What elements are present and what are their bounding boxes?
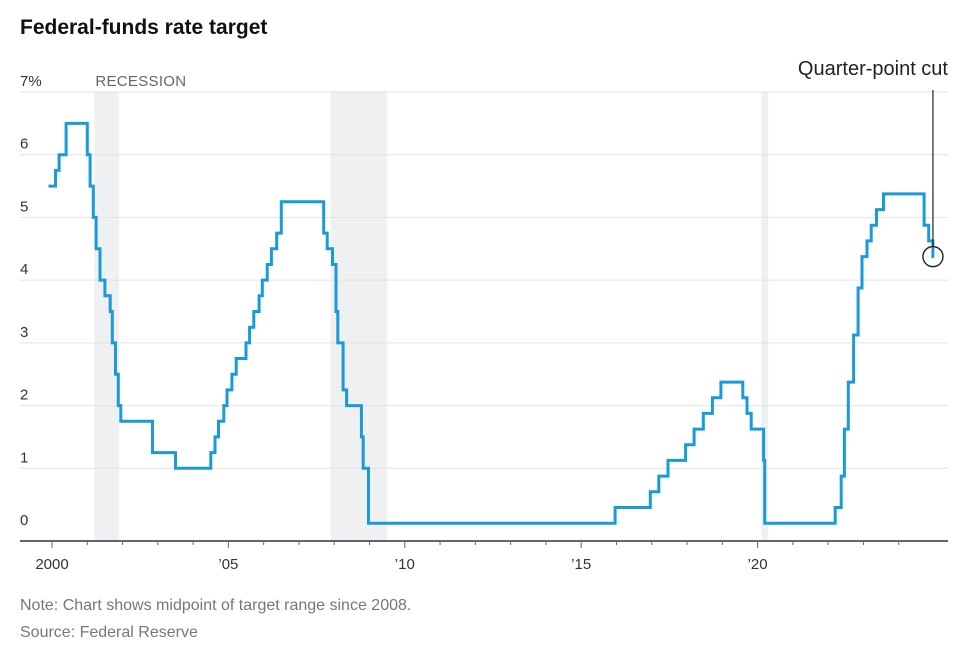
x-tick-label: ’05 [218,556,238,573]
x-tick-label: ’20 [748,556,768,573]
chart-title: Federal-funds rate target [20,16,268,39]
annotation-label: Quarter-point cut [798,58,949,80]
x-tick-labels: 2000 ’05 ’10 ’15 ’20 [35,556,767,573]
y-tick-labels: 0 1 2 3 4 5 6 7% [20,73,42,529]
recession-band [330,92,388,541]
x-tick-label: 2000 [35,556,68,573]
chart-source: Source: Federal Reserve [20,624,198,641]
y-tick-label: 3 [20,324,28,341]
y-tick-label: 6 [20,136,28,153]
recession-band [94,92,120,541]
series-layer [48,121,935,525]
annotation-circle [922,245,944,268]
recession-label: RECESSION [95,73,186,90]
x-tick-label: ’10 [395,556,415,573]
grid-lines [20,91,948,469]
y-tick-label: 1 [20,449,28,466]
chart-note: Note: Chart shows midpoint of target ran… [20,597,412,614]
recession-band [761,92,769,541]
y-tick-label: 2 [20,387,28,404]
y-tick-label: 4 [20,261,28,278]
x-axis [20,540,948,548]
y-tick-label: 5 [20,198,28,215]
y-tick-label: 7% [20,73,42,90]
y-tick-label: 0 [20,512,28,529]
annotation-layer: Quarter-point cut [798,58,949,268]
x-tick-label: ’15 [571,556,591,573]
recession-bands: RECESSION [94,73,769,541]
rate-line [48,121,935,525]
